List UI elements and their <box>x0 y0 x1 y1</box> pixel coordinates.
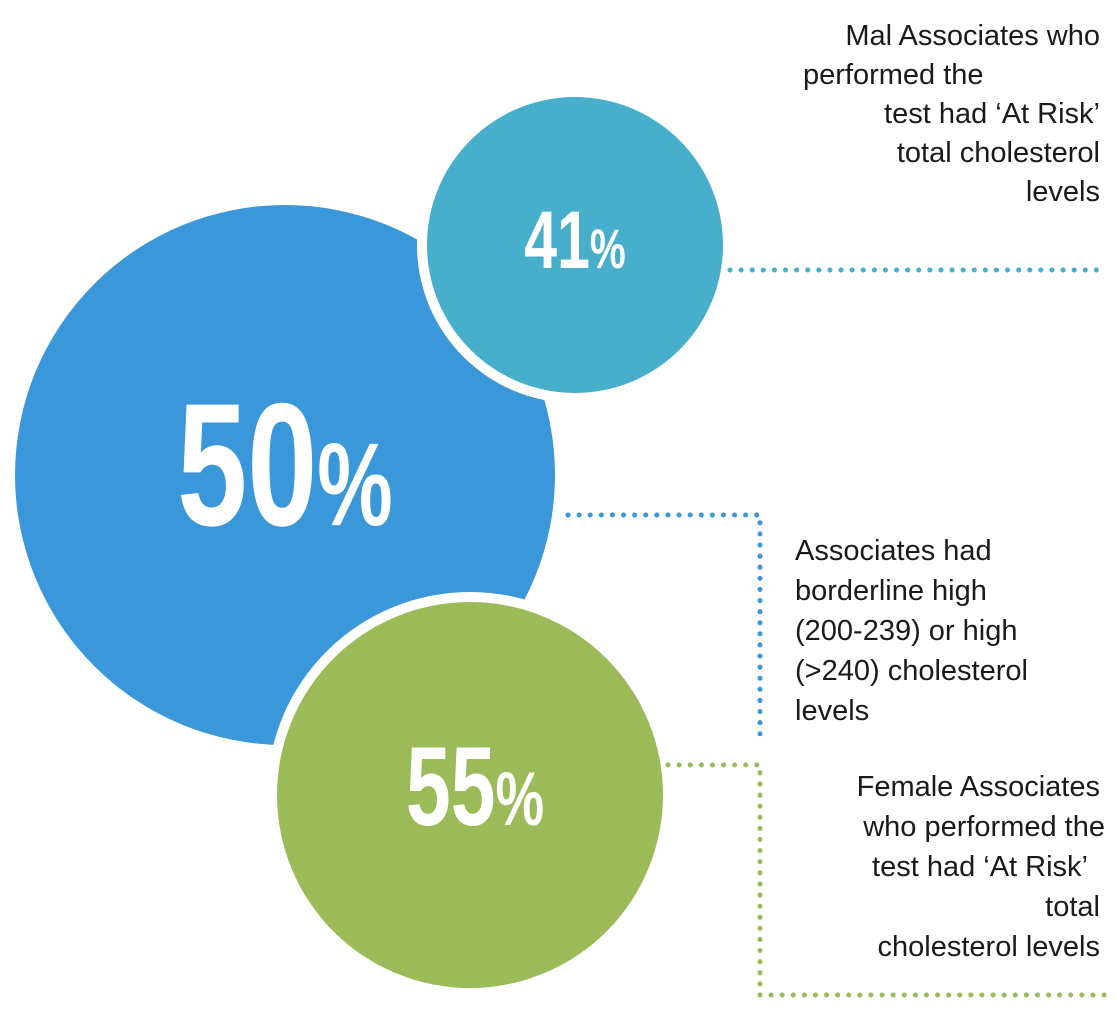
stat-number: 50% <box>177 368 393 563</box>
caption-line: total cholesterol <box>897 137 1100 169</box>
caption-line: test had ‘At Risk’ <box>884 98 1100 130</box>
caption-line: (200-239) or high <box>795 615 1017 647</box>
circle-55 <box>277 602 663 988</box>
caption-line: who performed the <box>862 811 1105 843</box>
caption-line: Female Associates <box>857 771 1100 803</box>
number: 41 <box>524 195 590 287</box>
unit: % <box>590 219 626 281</box>
caption-line: (>240) cholesterol <box>795 655 1028 687</box>
caption-line: levels <box>1026 176 1100 208</box>
connector <box>665 762 1108 998</box>
caption-line: Mal Associates who <box>845 20 1100 52</box>
number: 50 <box>177 368 317 563</box>
unit: % <box>496 757 545 842</box>
unit: % <box>317 418 393 550</box>
stat-number: 41% <box>524 195 626 287</box>
circle-41 <box>427 97 723 393</box>
caption-line: borderline high <box>795 575 987 607</box>
caption-line: test had ‘At Risk’ <box>872 851 1088 883</box>
caption-line: Associates had <box>795 535 992 567</box>
caption-line: total <box>1045 891 1100 923</box>
caption-line: performed the <box>803 59 984 91</box>
connector <box>565 512 763 743</box>
caption-line: levels <box>795 695 869 727</box>
stat-number: 55% <box>406 724 544 849</box>
number: 55 <box>406 724 496 849</box>
caption-line: cholesterol levels <box>878 931 1100 963</box>
